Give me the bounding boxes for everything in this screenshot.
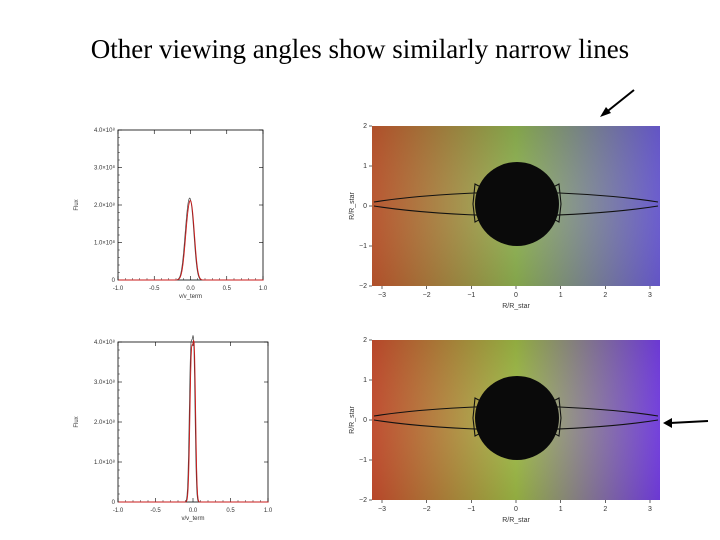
y-axis-label: R/R_star xyxy=(349,192,356,220)
slide-title: Other viewing angles show similarly narr… xyxy=(90,34,630,64)
viewing-angle-arrow-bottom xyxy=(663,418,709,428)
x-tick-label: -1.0 xyxy=(113,508,124,514)
x-tick-label: 1.0 xyxy=(264,508,273,514)
y-tick-label: 1 xyxy=(363,377,367,384)
x-tick-label: 2 xyxy=(603,506,607,513)
spectrum-plot-top: -1.0 -0.5 0.0 0.5 1.0 0 1.0×10⁸ 2.0×10⁸ 3.0×10⁸ 4… xyxy=(74,127,268,300)
spectrum-line-black xyxy=(118,335,268,503)
velocity-map-bottom: −3 −2 −1 0 1 2 3 −2 −1 0 1 2 R/R_star R/R_star xyxy=(349,337,660,524)
disk-contour xyxy=(528,183,659,223)
y-tick-label: −2 xyxy=(359,283,367,290)
velocity-map-top: −3 −2 −1 0 1 2 3 −2 −1 0 1 2 R/R_star R/R_star xyxy=(349,123,660,310)
spectrum-plot-bottom: -1.0 -0.5 0.0 0.5 1.0 0 1.0×10⁸ 2.0×10⁸ 3.0×10⁸ 4… xyxy=(74,335,273,522)
spectrum-line-black xyxy=(118,197,263,281)
x-tick-label: −1 xyxy=(467,506,475,513)
x-tick-label: 0.0 xyxy=(189,508,198,514)
y-tick-label: 2.0×10⁸ xyxy=(94,202,116,209)
x-tick-label: 3 xyxy=(648,292,652,299)
x-tick-label: −3 xyxy=(378,292,386,299)
x-tick-label: 0.0 xyxy=(186,286,195,292)
spectrum-line-red xyxy=(118,200,264,281)
plot-frame xyxy=(117,129,264,281)
x-axis-label: R/R_star xyxy=(502,517,530,524)
viewing-angle-arrow-top xyxy=(600,89,635,117)
x-tick-label: −3 xyxy=(378,506,386,513)
x-tick-label: −2 xyxy=(423,506,431,513)
y-tick-label: −2 xyxy=(359,497,367,504)
disk-contour xyxy=(373,183,506,223)
y-tick-label: 3.0×10⁸ xyxy=(94,165,116,172)
x-tick-label: -0.5 xyxy=(150,508,161,514)
y-tick-label: 1 xyxy=(363,163,367,170)
y-tick-label: 2 xyxy=(363,123,367,130)
x-tick-label: 2 xyxy=(603,292,607,299)
y-tick-label: 4.0×10⁸ xyxy=(94,127,116,134)
y-axis-label: Flux xyxy=(74,199,80,210)
x-tick-label: 1 xyxy=(559,292,563,299)
plot-frame xyxy=(117,341,269,503)
y-tick-label: 0 xyxy=(112,278,116,284)
y-tick-label: −1 xyxy=(359,457,367,464)
y-tick-label: 2 xyxy=(363,337,367,344)
y-tick-label: 0 xyxy=(363,417,367,424)
y-tick-label: 3.0×10⁸ xyxy=(94,379,116,386)
x-tick-label: 0.5 xyxy=(226,508,235,514)
y-axis-label: Flux xyxy=(74,416,80,427)
disk-contour xyxy=(373,397,506,437)
x-tick-label: 3 xyxy=(648,506,652,513)
y-tick-label: 0 xyxy=(112,500,116,506)
y-tick-label: 1.0×10⁸ xyxy=(94,240,116,247)
x-tick-label: −1 xyxy=(467,292,475,299)
stellar-disk xyxy=(475,162,559,246)
x-axis-label: v/v_term xyxy=(181,516,204,522)
x-axis-label: v/v_term xyxy=(179,294,202,300)
y-tick-label: −1 xyxy=(359,243,367,250)
y-tick-label: 0 xyxy=(363,203,367,210)
y-tick-label: 1.0×10⁸ xyxy=(94,459,116,466)
stellar-disk xyxy=(475,376,559,460)
x-tick-label: 1 xyxy=(559,506,563,513)
x-tick-label: -1.0 xyxy=(113,286,124,292)
x-tick-label: 0 xyxy=(514,292,518,299)
y-tick-label: 2.0×10⁸ xyxy=(94,419,116,426)
x-tick-label: 1.0 xyxy=(259,286,268,292)
x-tick-label: 0.5 xyxy=(223,286,232,292)
x-axis-label: R/R_star xyxy=(502,303,530,310)
y-tick-label: 4.0×10⁸ xyxy=(94,339,116,346)
spectrum-line-red xyxy=(118,340,269,503)
y-axis-label: R/R_star xyxy=(349,406,356,434)
x-tick-label: 0 xyxy=(514,506,518,513)
disk-contour xyxy=(528,397,659,437)
x-tick-label: -0.5 xyxy=(149,286,160,292)
x-tick-label: −2 xyxy=(423,292,431,299)
